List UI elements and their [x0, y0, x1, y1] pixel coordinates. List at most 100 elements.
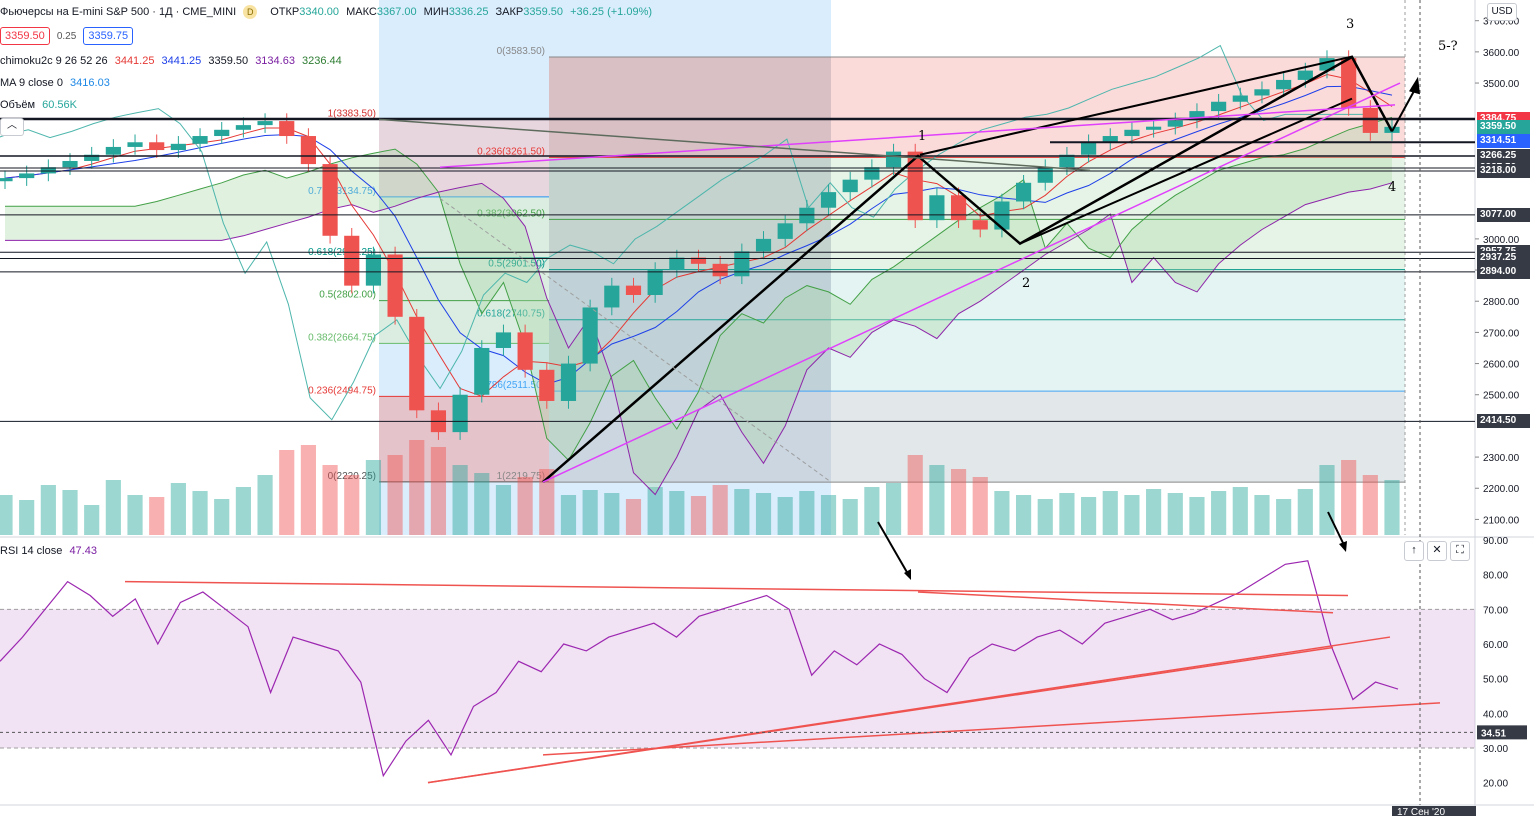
- candle-body: [149, 142, 165, 151]
- volume-bar: [0, 495, 13, 535]
- volume-bar: [430, 447, 447, 535]
- candle-body: [19, 173, 35, 179]
- candle-body: [560, 363, 577, 401]
- candle-body: [734, 251, 750, 277]
- price-tick-label: 3000.00: [1483, 235, 1520, 246]
- price-tag: 2894.00: [1477, 264, 1530, 279]
- price-tick-label: 3500.00: [1483, 79, 1520, 90]
- volume-bar: [1167, 493, 1183, 535]
- ichimoku-legend[interactable]: chimoku2c 9 26 52 26 3441.25 3441.25 335…: [0, 51, 346, 71]
- price-tick-label: 2500.00: [1483, 391, 1520, 402]
- wave-label: 5-?: [1438, 39, 1458, 54]
- ichimoku-value-2: 3441.25: [161, 55, 202, 67]
- rsi-trendline: [124, 580, 1349, 597]
- fib-zones-layer: 1(3383.50)0.786(3134.75)0.618(2939.25)0.…: [308, 0, 1406, 535]
- magenta-trendline-upper: [439, 104, 1396, 168]
- rsi-value: 47.43: [69, 545, 97, 557]
- candle-body: [647, 270, 663, 295]
- chevron-up-icon: ︿: [7, 120, 17, 131]
- buy-button[interactable]: 3359.75: [83, 27, 134, 45]
- volume-bar: [1015, 495, 1032, 535]
- volume-bar: [1232, 487, 1248, 535]
- rsi-name[interactable]: RSI 14 close: [0, 545, 63, 557]
- wave-5-projection: [1391, 88, 1416, 132]
- volume-bar: [885, 483, 902, 535]
- volume-bar: [517, 477, 533, 535]
- candle-body: [409, 316, 425, 411]
- candle-body: [0, 178, 13, 182]
- volume-bar: [907, 455, 923, 535]
- pane-maximize-button[interactable]: ⛶: [1450, 541, 1470, 561]
- price-tick-label: 2300.00: [1483, 453, 1520, 464]
- low-value: 3336.25: [448, 6, 489, 18]
- candle-body: [994, 201, 1010, 230]
- volume-value: 60.56K: [42, 99, 77, 111]
- wave-5-arrow: [1409, 76, 1420, 95]
- spread-value: 0.25: [56, 31, 77, 42]
- annotation-arrow-head: [904, 569, 911, 580]
- rsi-tick-label: 60.00: [1483, 640, 1508, 651]
- pane-up-button[interactable]: ↑: [1404, 541, 1424, 561]
- symbol-title[interactable]: Фьючерсы на E-mini S&P 500 · 1Д · CME_MI…: [0, 6, 237, 18]
- candle-body: [1254, 89, 1270, 96]
- volume-bar: [777, 497, 793, 535]
- low-label: МИН: [423, 6, 449, 18]
- volume-bar: [127, 495, 143, 535]
- volume-bar: [1362, 475, 1378, 535]
- volume-name[interactable]: Объём: [0, 99, 36, 111]
- sell-button[interactable]: 3359.50: [0, 27, 50, 45]
- wave-channel-mid: [1019, 97, 1353, 245]
- market-status-icon[interactable]: D: [243, 5, 258, 20]
- fib-zone-low: [549, 269, 1405, 392]
- candle-body: [1102, 136, 1118, 143]
- volume-bar: [387, 455, 403, 535]
- ma-legend[interactable]: MA 9 close 0 3416.03: [0, 73, 114, 93]
- candle-body: [582, 307, 598, 364]
- volume-bar: [625, 499, 642, 535]
- volume-legend[interactable]: Объём 60.56K: [0, 95, 81, 115]
- rsi-tick-label: 20.00: [1483, 779, 1508, 790]
- candle-body: [820, 192, 837, 208]
- pane-close-button[interactable]: ✕: [1427, 541, 1447, 561]
- price-tag: 2414.50: [1477, 414, 1530, 429]
- collapse-legend-button[interactable]: ︿: [0, 118, 24, 136]
- candle-body: [950, 195, 967, 221]
- grey-trendline: [378, 118, 1091, 172]
- volume-bar: [192, 491, 208, 535]
- annotation-arrow-head: [1339, 541, 1347, 552]
- candle-body: [235, 125, 251, 130]
- currency-button[interactable]: USD: [1487, 3, 1517, 21]
- volume-bar: [604, 493, 620, 535]
- close-icon: ✕: [1432, 544, 1442, 556]
- price-tag: 3314.51: [1477, 133, 1530, 148]
- volume-bar: [344, 475, 360, 535]
- volume-bar: [929, 465, 945, 535]
- maximize-icon: ⛶: [1456, 544, 1464, 556]
- rsi-legend[interactable]: RSI 14 close 47.43: [0, 541, 101, 561]
- fib-zone-bottom: [831, 391, 1405, 483]
- rsi-crosshair-tag: 34.51: [1481, 728, 1506, 739]
- volume-bar: [1037, 499, 1053, 535]
- volume-bar: [734, 489, 750, 535]
- candle-body: [864, 167, 880, 180]
- volume-bar: [1211, 491, 1227, 535]
- candle-body: [1297, 70, 1313, 80]
- volume-bar: [1384, 480, 1400, 535]
- ma-name[interactable]: MA 9 close 0: [0, 77, 63, 89]
- ichimoku-name[interactable]: chimoku2c 9 26 52 26: [0, 55, 108, 67]
- wave-label: 4: [1388, 180, 1396, 195]
- symbol-legend[interactable]: Фьючерсы на E-mini S&P 500 · 1Д · CME_MI…: [0, 2, 656, 22]
- candle-body: [972, 220, 988, 230]
- volume-bar: [149, 497, 165, 535]
- rsi-tick-label: 30.00: [1483, 744, 1508, 755]
- high-value: 3367.00: [376, 6, 417, 18]
- arrow-up-icon: ↑: [1411, 544, 1417, 556]
- candle-body: [1341, 58, 1357, 108]
- candle-body: [1015, 182, 1032, 202]
- candle-body: [690, 257, 707, 264]
- price-tag: 3077.00: [1477, 207, 1530, 222]
- candle-body: [127, 142, 143, 147]
- candle-body: [452, 394, 468, 433]
